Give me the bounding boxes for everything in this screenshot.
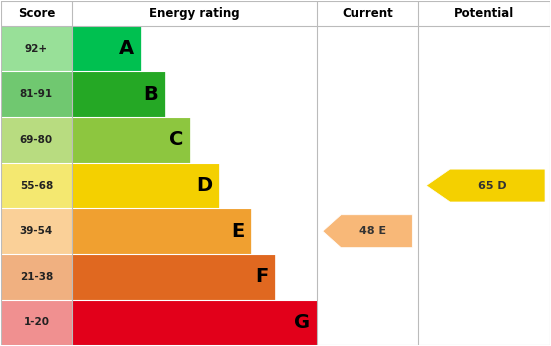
Text: Energy rating: Energy rating [149, 7, 240, 20]
Text: 1-20: 1-20 [24, 318, 50, 327]
Bar [72, 208, 251, 254]
Text: 39-54: 39-54 [20, 226, 53, 236]
Bar [72, 117, 190, 163]
Bar [1, 208, 72, 254]
Bar [72, 300, 317, 345]
Text: G: G [294, 313, 310, 332]
Text: 55-68: 55-68 [20, 181, 53, 191]
Bar [72, 163, 219, 208]
Text: 21-38: 21-38 [20, 272, 53, 282]
Bar [1, 300, 72, 345]
Text: 65 D: 65 D [478, 181, 507, 191]
Polygon shape [323, 215, 412, 248]
Text: 92+: 92+ [25, 44, 48, 54]
Text: Score: Score [18, 7, 55, 20]
Text: D: D [196, 176, 212, 195]
Bar [1, 254, 72, 300]
Text: Potential: Potential [454, 7, 515, 20]
Text: A: A [119, 39, 134, 58]
Bar [72, 26, 141, 71]
Polygon shape [426, 169, 545, 202]
Bar [72, 254, 275, 300]
Text: 69-80: 69-80 [20, 135, 53, 145]
Bar [1, 117, 72, 163]
Text: E: E [231, 222, 244, 241]
Bar [72, 71, 165, 117]
Text: B: B [144, 85, 159, 104]
Bar [1, 26, 72, 71]
Bar [1, 71, 72, 117]
Text: Current: Current [342, 7, 393, 20]
Text: C: C [169, 130, 183, 149]
Text: F: F [255, 267, 268, 286]
Bar [1, 163, 72, 208]
Text: 48 E: 48 E [359, 226, 387, 236]
Text: 81-91: 81-91 [20, 89, 53, 99]
